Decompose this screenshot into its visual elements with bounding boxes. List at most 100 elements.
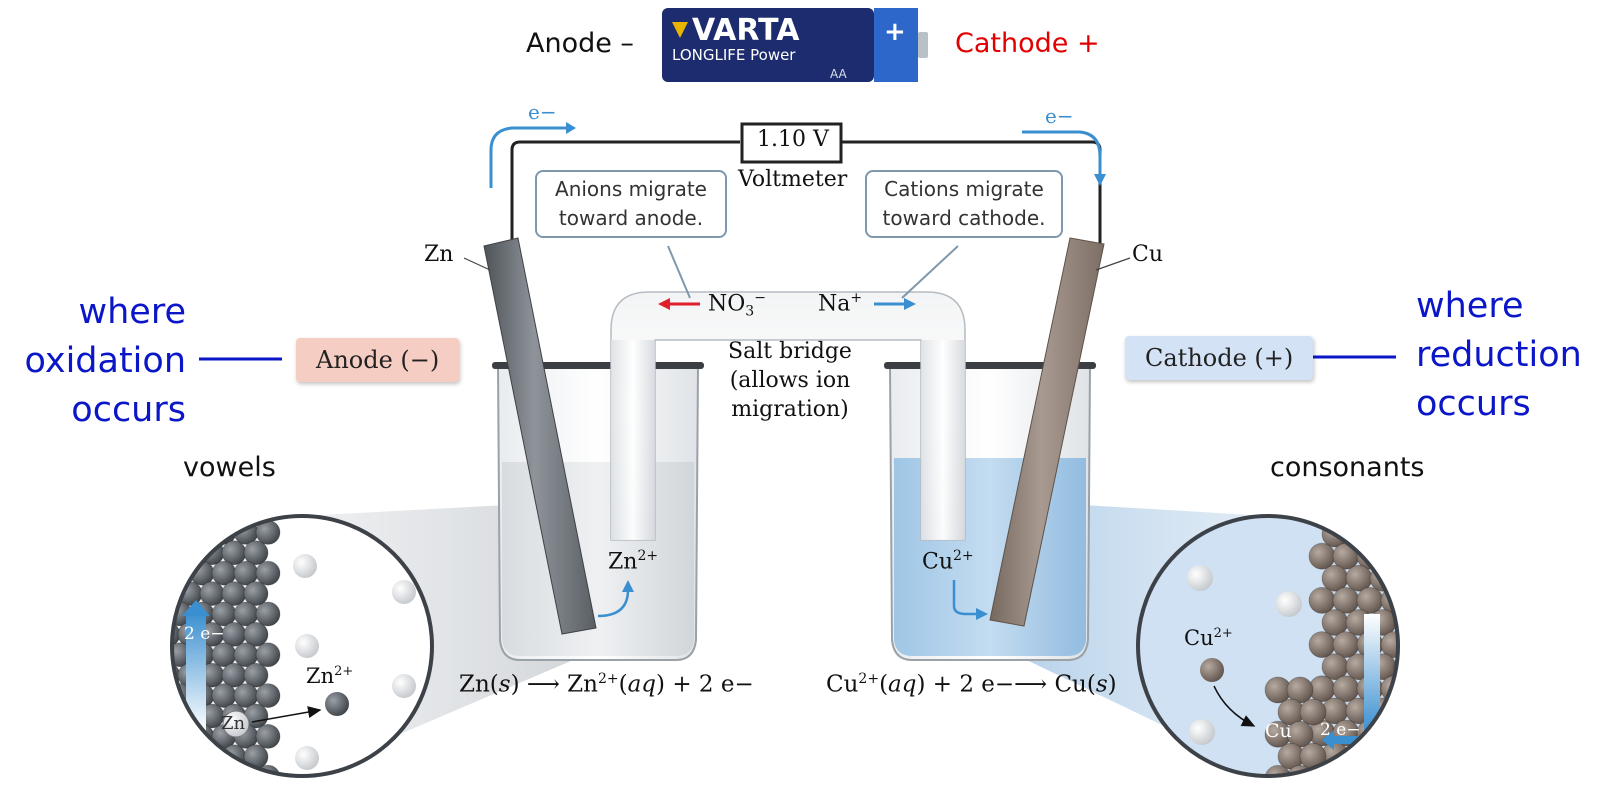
eq-left-state2: aq	[627, 671, 657, 698]
zinc-atom	[243, 622, 269, 647]
anode-half-reaction: Zn(s) ⟶ Zn2+(aq) + 2 e−	[459, 671, 754, 698]
eq-left-sup: 2+	[597, 671, 619, 687]
copper-atom	[1308, 516, 1336, 526]
eq-right-base: Cu	[826, 671, 859, 698]
cu-atom-label: Cu	[1265, 720, 1292, 742]
cu-ion-sup: 2+	[953, 548, 974, 564]
reduction-note-line1: where	[1416, 286, 1524, 326]
copper-atom	[1393, 520, 1398, 548]
consonants-note: consonants	[1270, 452, 1425, 483]
copper-atom	[1418, 521, 1444, 547]
copper-atom	[1405, 720, 1431, 746]
sodium-base: Na	[818, 291, 851, 317]
zinc-atom	[243, 581, 269, 606]
zn-ion-base: Zn	[608, 549, 638, 575]
cation-callout-line2: toward cathode.	[882, 206, 1046, 230]
zinc-atom	[221, 516, 247, 525]
battery-cathode-label: Cathode +	[955, 28, 1100, 59]
copper-atom	[1405, 676, 1431, 702]
zinc-atom	[255, 683, 281, 708]
cu-zoom-sup: 2+	[1213, 626, 1233, 641]
cation-callout: Cations migrate toward cathode.	[865, 170, 1063, 238]
cu-electrode-label: Cu	[1132, 242, 1164, 267]
zn-zoom-sup: 2+	[334, 664, 354, 679]
wire-left	[510, 140, 740, 248]
zinc-electrode	[483, 237, 597, 635]
zinc-atom	[211, 764, 237, 776]
zinc-atom	[172, 622, 181, 647]
battery-line: LONGLIFE Power	[672, 46, 796, 64]
eq-left-mid: ) ⟶ Zn	[510, 671, 598, 698]
zinc-atom	[172, 540, 181, 566]
copper-atom	[1356, 516, 1384, 526]
zinc-atom	[255, 560, 281, 586]
eq-right-sup: 2+	[858, 671, 880, 687]
electron-label-left: e−	[528, 100, 557, 124]
zinc-atom	[172, 520, 193, 545]
electron-arrow-left	[489, 126, 566, 188]
copper-atom	[1393, 741, 1398, 769]
copper-atom	[1418, 698, 1444, 724]
cation-callout-line1: Cations migrate	[884, 177, 1044, 201]
copper-atom	[1393, 564, 1398, 592]
battery-anode-label: Anode –	[526, 28, 634, 59]
copper-atom	[1405, 764, 1431, 790]
zn-electrode-label: Zn	[424, 242, 454, 267]
anion-callout-line2: toward anode.	[558, 206, 704, 230]
copper-atom	[1332, 763, 1360, 776]
copper-atom	[1299, 698, 1327, 726]
nitrate-sub: 3	[745, 303, 755, 320]
eq-left-state1: s	[498, 671, 511, 698]
cathode-tag: Cathode (+)	[1125, 336, 1314, 380]
zinc-atom	[172, 744, 181, 770]
salt-bridge-line2: (allows ion	[729, 368, 851, 393]
copper-atom	[1418, 742, 1444, 768]
cu-ion-zoom-label: Cu2+	[1184, 626, 1233, 650]
salt-bridge-line3: migration)	[731, 397, 849, 422]
copper-atom	[1308, 631, 1336, 658]
zinc-atom	[177, 516, 203, 525]
copper-atom	[1308, 587, 1336, 614]
zn-ion-motion	[597, 589, 630, 618]
copper-atom	[1380, 631, 1398, 658]
zinc-atom	[199, 516, 225, 525]
eq-right-state1: aq	[888, 671, 917, 698]
brand-logo-triangle	[672, 22, 688, 38]
copper-atom	[1369, 741, 1397, 769]
zinc-atom	[189, 520, 215, 545]
copper-atom	[1380, 516, 1398, 526]
cathode-half-reaction: Cu2+(aq) + 2 e−⟶ Cu(s)	[826, 671, 1117, 698]
copper-atom	[1380, 763, 1398, 776]
eq-left-paren: (	[618, 671, 628, 698]
nitrate-ion-label: NO3−	[708, 290, 766, 320]
copper-atom	[1380, 542, 1398, 570]
anion-callout: Anions migrate toward anode.	[535, 170, 727, 238]
anion-callout-line1: Anions migrate	[555, 177, 707, 201]
zn-ion-zoom-label: Zn2+	[306, 664, 353, 688]
copper-atom	[1405, 632, 1431, 658]
copper-atom	[1393, 653, 1398, 681]
oxidation-note-line1: where	[78, 292, 187, 332]
reduction-note-line3: occurs	[1416, 384, 1531, 424]
voltmeter-box	[740, 122, 843, 164]
copper-atom	[1264, 765, 1292, 776]
voltage-reading: 1.10 V	[757, 127, 829, 152]
reduction-note-line2: reduction	[1416, 335, 1582, 375]
oxidation-note-line2: oxidation	[24, 341, 186, 381]
nitrate-sup: −	[754, 290, 766, 306]
cu-zoom-base: Cu	[1184, 626, 1214, 650]
sodium-ion-label: Na+	[818, 290, 862, 316]
zinc-atom	[255, 601, 281, 627]
zinc-atom	[243, 540, 269, 566]
zinc-atom	[177, 540, 203, 566]
anode-tag: Anode (−)	[296, 338, 460, 382]
two-electron-right-label: 2 e−	[1320, 720, 1361, 740]
zinc-atom	[172, 764, 193, 776]
copper-atom	[1418, 565, 1444, 591]
reduction-note: where reduction occurs	[1416, 282, 1596, 429]
battery-plus: +	[884, 17, 906, 47]
zinc-atom	[172, 581, 181, 606]
zinc-atom	[189, 764, 215, 776]
copper-atom	[1393, 697, 1398, 725]
copper-atom	[1308, 542, 1336, 570]
